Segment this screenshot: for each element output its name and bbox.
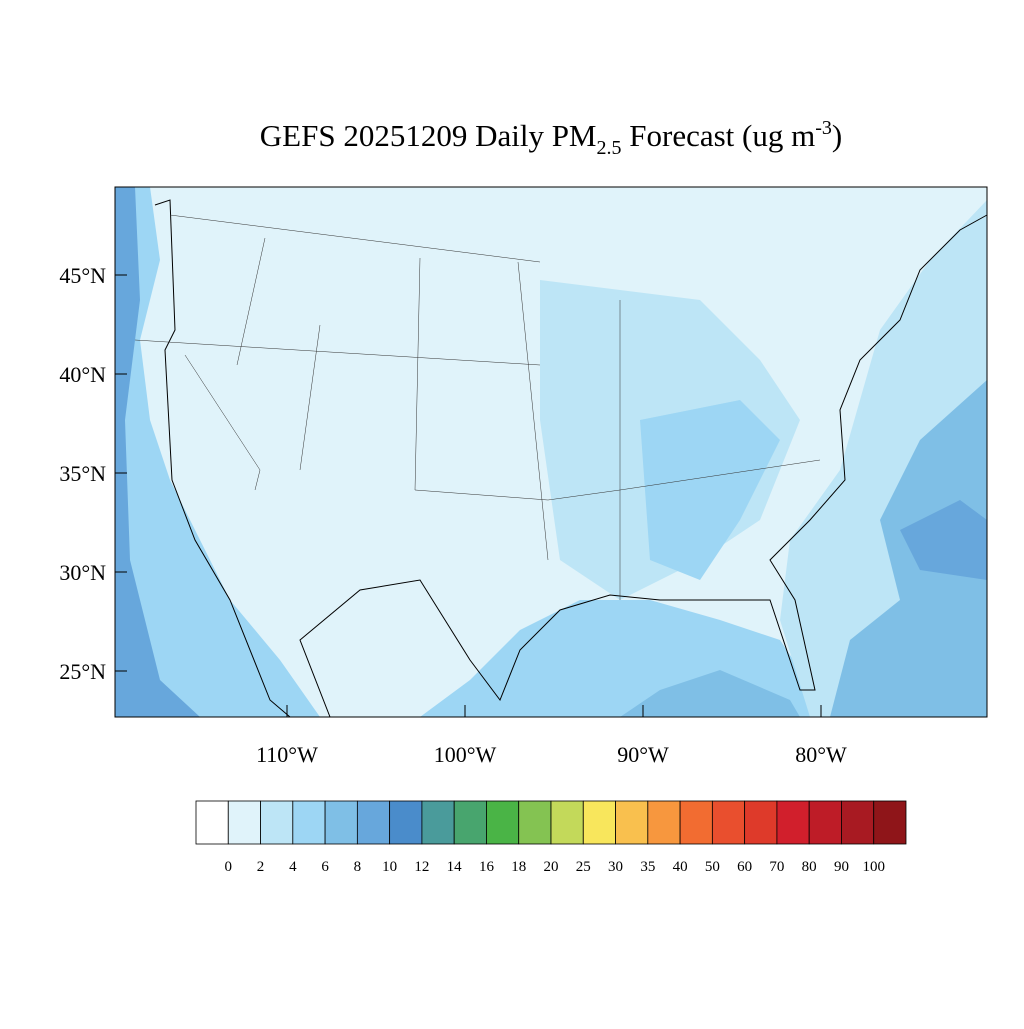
colorbar-box xyxy=(615,800,649,845)
map-title: GEFS 20251209 Daily PM2.5 Forecast (ug m… xyxy=(260,117,842,159)
colorbar-label: 12 xyxy=(414,859,429,875)
colorbar-box xyxy=(195,800,229,845)
colorbar-box xyxy=(550,800,584,845)
colorbar-label: 20 xyxy=(544,859,559,875)
colorbar-box xyxy=(679,800,713,845)
colorbar-box xyxy=(324,800,358,845)
colorbar-box xyxy=(582,800,616,845)
colorbar-label: 70 xyxy=(769,859,784,875)
colorbar-label: 18 xyxy=(511,859,526,875)
colorbar-label: 6 xyxy=(321,859,329,875)
state-borders xyxy=(134,214,821,600)
title-superscript: -3 xyxy=(815,117,832,139)
colorbar-label: 4 xyxy=(289,859,297,875)
colorbar-label: 100 xyxy=(862,859,885,875)
colorbar-label: 30 xyxy=(608,859,623,875)
title-text: ) xyxy=(832,118,842,153)
colorbar-label: 2 xyxy=(257,859,265,875)
lon-label: 110°W xyxy=(256,742,318,767)
map-frame xyxy=(114,186,988,718)
colorbar-label: 40 xyxy=(673,859,688,875)
coastline xyxy=(154,199,988,718)
lon-label: 80°W xyxy=(795,742,847,767)
map-field xyxy=(114,186,988,718)
colorbar-box xyxy=(711,800,746,845)
east-haze-core xyxy=(640,400,780,580)
colorbar-box xyxy=(486,800,520,845)
colorbar: 0 2 4 6 8 10 12 14 16 18 20 25 30 35 40 50 60 70 80 90 100 xyxy=(195,800,907,875)
colorbar-box xyxy=(518,800,552,845)
lat-label: 25°N xyxy=(59,659,106,684)
colorbar-box xyxy=(356,800,391,845)
colorbar-label: 0 xyxy=(225,859,233,875)
colorbar-label: 8 xyxy=(354,859,362,875)
title-text: GEFS 20251209 Daily PM xyxy=(260,118,597,153)
colorbar-label: 50 xyxy=(705,859,720,875)
lat-label: 35°N xyxy=(59,461,106,486)
lat-label: 40°N xyxy=(59,362,106,387)
colorbar-box xyxy=(647,800,681,845)
colorbar-box xyxy=(292,800,326,845)
colorbar-box xyxy=(744,800,778,845)
colorbar-label: 16 xyxy=(479,859,495,875)
colorbar-box xyxy=(841,800,875,845)
colorbar-box xyxy=(227,800,261,845)
colorbar-box xyxy=(776,800,810,845)
colorbar-box xyxy=(260,800,294,845)
pacific xyxy=(115,187,320,717)
lat-label: 30°N xyxy=(59,560,106,585)
lat-label: 45°N xyxy=(59,263,106,288)
axes: 45°N 40°N 35°N 30°N 25°N 110°W 100°W 90°W 80°W xyxy=(59,263,847,767)
colorbar-label: 14 xyxy=(447,859,463,875)
atlantic-deep xyxy=(830,380,987,717)
lon-label: 100°W xyxy=(434,742,497,767)
gulf-deep xyxy=(620,670,800,717)
pacific-deep xyxy=(115,187,200,717)
colorbar-label: 25 xyxy=(576,859,591,875)
colorbar-label: 90 xyxy=(834,859,849,875)
colorbar-box xyxy=(453,800,487,845)
colorbar-label: 35 xyxy=(640,859,655,875)
colorbar-label: 60 xyxy=(737,859,752,875)
title-text: Forecast (ug m xyxy=(622,118,816,153)
colorbar-label: 10 xyxy=(382,859,397,875)
colorbar-box xyxy=(808,800,842,845)
colorbar-label: 80 xyxy=(802,859,817,875)
colorbar-box xyxy=(873,800,907,845)
colorbar-box xyxy=(389,800,423,845)
title-subscript: 2.5 xyxy=(597,137,622,159)
lon-label: 90°W xyxy=(617,742,669,767)
atlantic-deepest xyxy=(900,500,987,580)
colorbar-box xyxy=(421,800,455,845)
